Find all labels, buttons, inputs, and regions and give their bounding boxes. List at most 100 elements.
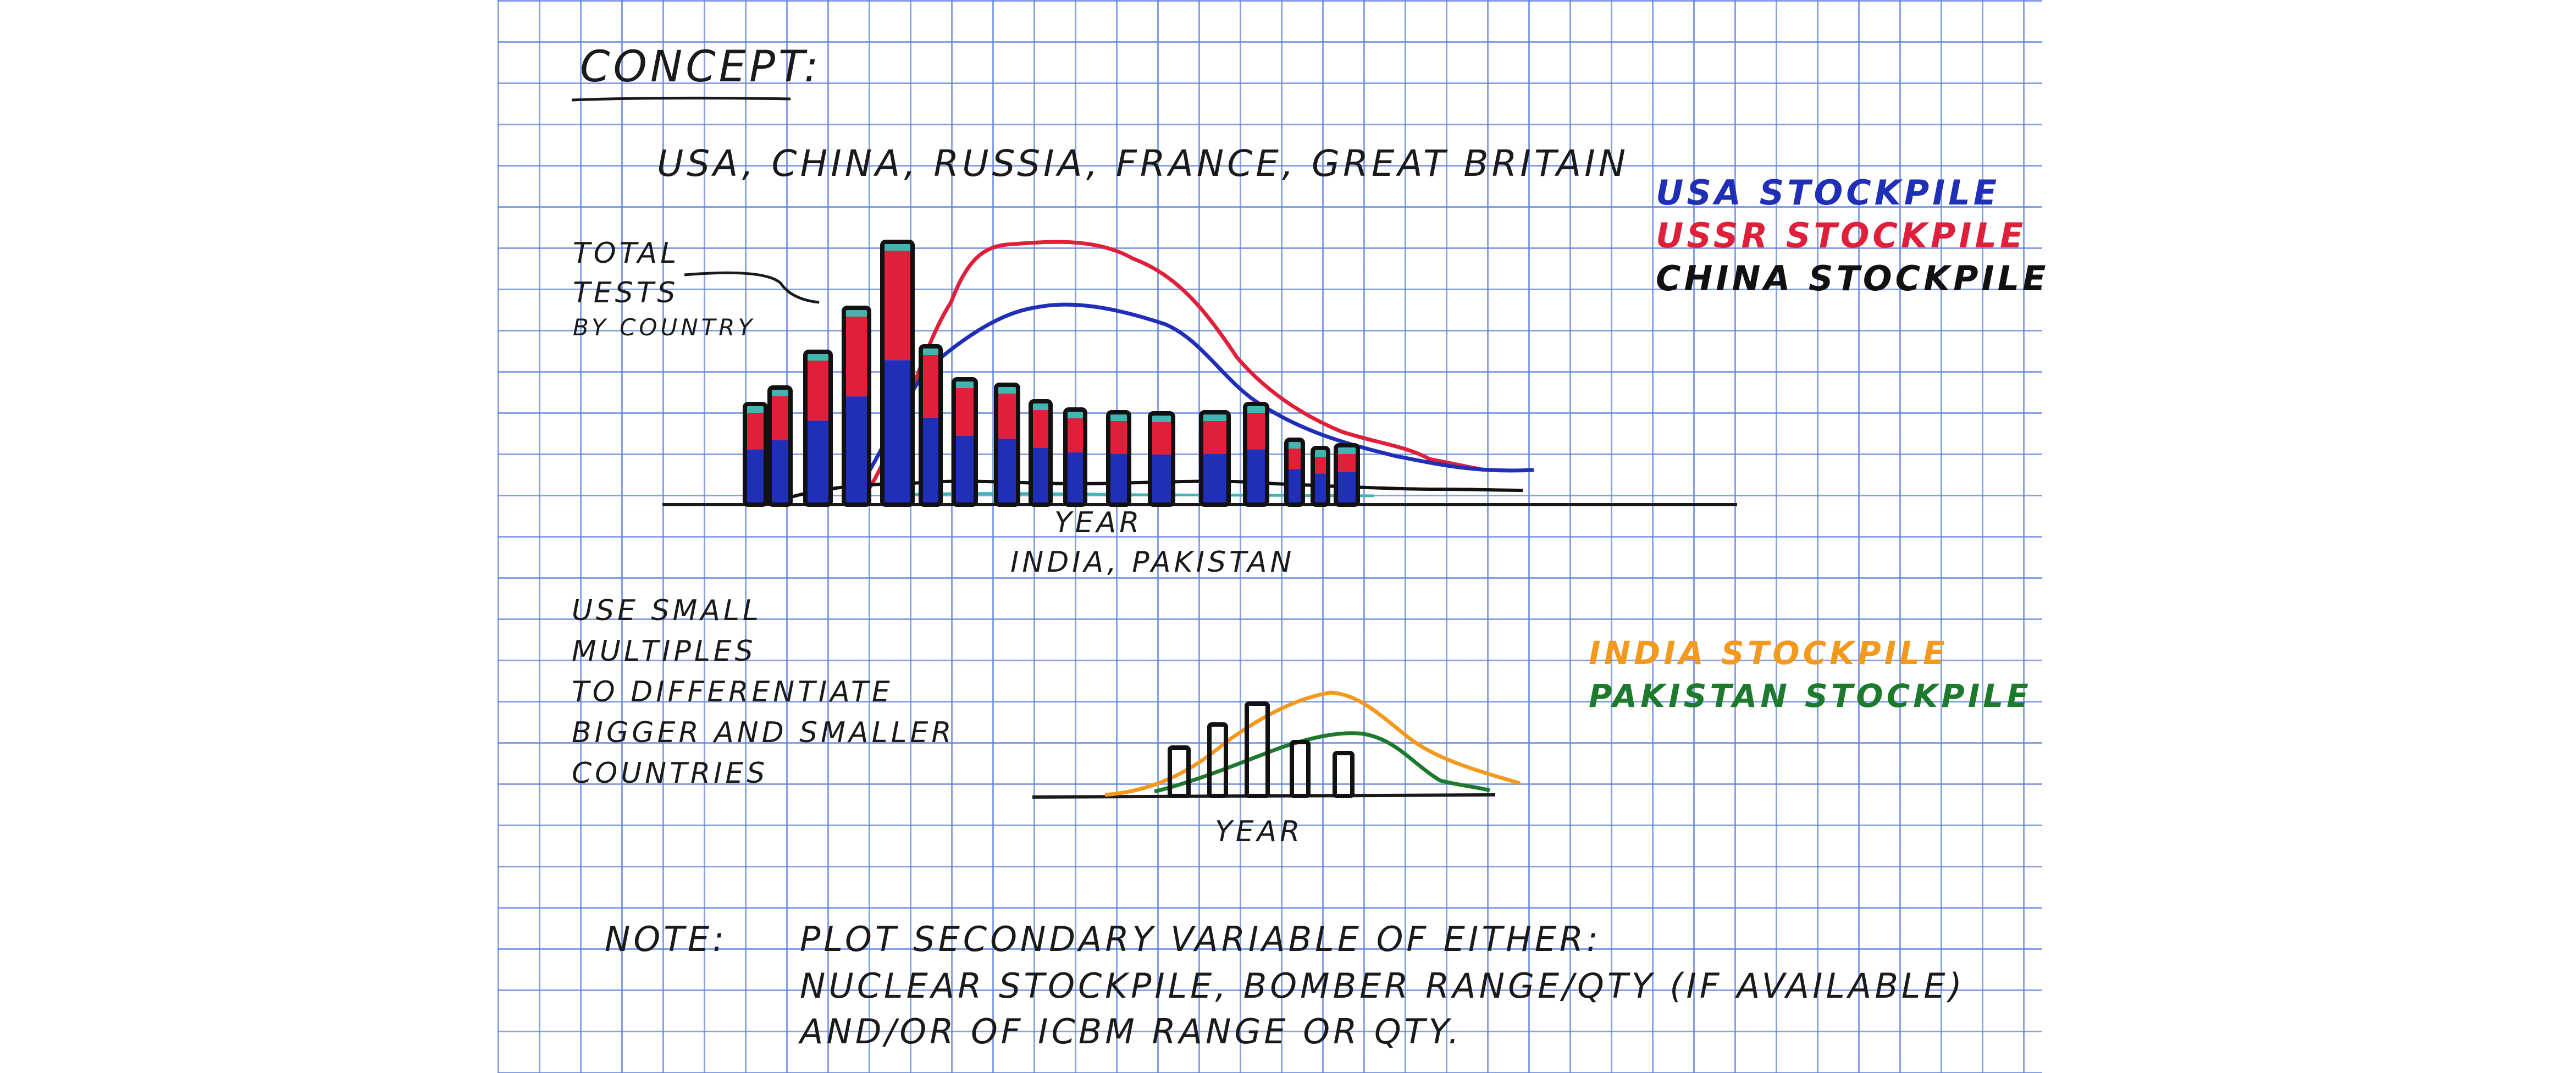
test-bar-usa-segment bbox=[844, 396, 869, 505]
test-bar-outline bbox=[1284, 438, 1305, 507]
test-bar-ussr-segment bbox=[954, 386, 976, 436]
test-bar-outline bbox=[1029, 399, 1053, 507]
small-test-bar bbox=[1290, 740, 1311, 798]
graph-paper-sheet bbox=[497, 0, 2042, 1073]
test-bar bbox=[880, 240, 915, 507]
test-bar-ussr-segment bbox=[1313, 455, 1328, 474]
test-bar-ussr-segment bbox=[770, 394, 791, 440]
small-test-bar bbox=[1333, 751, 1355, 798]
test-bar bbox=[842, 306, 871, 507]
total-tests-pointer bbox=[684, 271, 820, 304]
legend-india-stockpile: INDIA STOCKPILE bbox=[1589, 634, 1948, 672]
test-bar-usa-segment bbox=[921, 417, 941, 505]
test-bar-outline bbox=[1334, 443, 1360, 507]
test-bar-usa-segment bbox=[1150, 454, 1173, 505]
test-bar-usa-segment bbox=[1065, 452, 1085, 505]
test-bar-ussr-segment bbox=[1245, 411, 1267, 450]
note-label: NOTE: bbox=[605, 919, 727, 959]
multiples-note-line5: COUNTRIES bbox=[572, 757, 768, 790]
year-label-top: YEAR bbox=[1054, 506, 1142, 539]
note-line-3: AND/OR OF ICBM RANGE OR QTY. bbox=[798, 1011, 1462, 1052]
test-bar-usa-segment bbox=[882, 360, 913, 505]
test-bar bbox=[1148, 411, 1175, 507]
india-pakistan-test-bars bbox=[1168, 701, 1355, 798]
note-line-2: NUCLEAR STOCKPILE, BOMBER RANGE/QTY (IF … bbox=[800, 966, 1965, 1006]
small-test-bar bbox=[1207, 722, 1228, 798]
test-bar-usa-segment bbox=[954, 435, 976, 505]
test-bar-outline bbox=[1199, 410, 1231, 507]
test-bar-outline bbox=[803, 350, 833, 507]
small-test-bar bbox=[1168, 745, 1191, 798]
test-bar bbox=[1063, 407, 1087, 507]
test-bar bbox=[952, 377, 978, 507]
legend-pakistan-stockpile: PAKISTAN STOCKPILE bbox=[1589, 677, 2032, 715]
test-bar-outline bbox=[1148, 411, 1175, 507]
test-bar bbox=[1106, 410, 1131, 507]
test-bar-usa-segment bbox=[745, 449, 766, 505]
test-bar-usa-segment bbox=[1313, 473, 1328, 505]
test-bar-outline bbox=[919, 344, 943, 507]
test-bar-ussr-segment bbox=[1150, 420, 1173, 455]
test-bar-outline bbox=[994, 383, 1020, 507]
test-bar bbox=[919, 344, 943, 507]
test-bar-outline bbox=[743, 402, 768, 507]
year-label-bottom: YEAR bbox=[1215, 815, 1303, 848]
test-bar-outline bbox=[767, 385, 793, 507]
test-bar-usa-segment bbox=[1286, 469, 1303, 505]
test-bar-usa-segment bbox=[996, 439, 1018, 505]
legend-china-stockpile: CHINA STOCKPILE bbox=[1656, 258, 2049, 298]
test-bar-ussr-segment bbox=[921, 353, 941, 418]
note-line-1: PLOT SECONDARY VARIABLE OF EITHER: bbox=[800, 919, 1601, 959]
test-bar-outline bbox=[1311, 446, 1330, 507]
test-bar-ussr-segment bbox=[882, 248, 913, 361]
test-bar-ussr-segment bbox=[1201, 419, 1229, 454]
india-pakistan-label: INDIA, PAKISTAN bbox=[1010, 546, 1295, 579]
test-bar bbox=[1311, 446, 1330, 507]
test-bar-usa-segment bbox=[1108, 453, 1129, 505]
test-bar-ussr-segment bbox=[1336, 452, 1358, 472]
concept-underline bbox=[571, 96, 791, 102]
test-bar bbox=[803, 350, 833, 507]
small-test-bar bbox=[1245, 701, 1270, 798]
total-tests-label-line2: TESTS bbox=[573, 276, 678, 309]
test-bar bbox=[1199, 410, 1231, 507]
test-bar-ussr-segment bbox=[745, 411, 766, 450]
test-bar-outline bbox=[842, 306, 871, 507]
legend-ussr-stockpile: USSR STOCKPILE bbox=[1656, 215, 2026, 256]
test-bar-usa-segment bbox=[770, 440, 791, 505]
test-bar-usa-segment bbox=[1336, 472, 1358, 505]
total-tests-label-line1: TOTAL bbox=[573, 237, 679, 270]
usa-stockpile-curve bbox=[845, 302, 1534, 505]
multiples-note-line3: TO DIFFERENTIATE bbox=[572, 676, 893, 709]
test-bar-ussr-segment bbox=[1065, 416, 1085, 452]
total-tests-bars bbox=[743, 240, 1360, 507]
legend-usa-stockpile: USA STOCKPILE bbox=[1656, 173, 2000, 213]
test-bar bbox=[1334, 443, 1360, 507]
test-bar bbox=[1243, 402, 1269, 507]
multiples-note-line4: BIGGER AND SMALLER bbox=[572, 716, 955, 749]
test-bar-usa-segment bbox=[1031, 447, 1051, 505]
concept-heading: CONCEPT: bbox=[580, 42, 822, 92]
test-bar-ussr-segment bbox=[1108, 419, 1129, 454]
test-bar bbox=[743, 402, 768, 507]
test-bar-outline bbox=[1063, 407, 1087, 507]
india-stockpile-curve bbox=[1104, 690, 1521, 797]
ussr-stockpile-curve bbox=[856, 240, 1485, 505]
test-bar-usa-segment bbox=[1245, 449, 1267, 505]
test-bar-ussr-segment bbox=[1286, 446, 1303, 469]
test-bar bbox=[1029, 399, 1053, 507]
test-bar-outline bbox=[1243, 402, 1269, 507]
test-bar-ussr-segment bbox=[1031, 408, 1051, 448]
test-bar-ussr-segment bbox=[805, 358, 831, 421]
test-bar-outline bbox=[952, 377, 978, 507]
total-tests-label-line3: BY COUNTRY bbox=[573, 314, 755, 341]
test-bar-ussr-segment bbox=[996, 391, 1018, 439]
multiples-note-line1: USE SMALL bbox=[572, 594, 762, 627]
countries-line: USA, CHINA, RUSSIA, FRANCE, GREAT BRITAI… bbox=[657, 142, 1629, 185]
test-bar-usa-segment bbox=[1201, 453, 1229, 505]
test-bar-outline bbox=[880, 240, 915, 507]
pakistan-stockpile-curve bbox=[1154, 731, 1491, 794]
test-bar bbox=[767, 385, 793, 507]
test-bar bbox=[1284, 438, 1305, 507]
